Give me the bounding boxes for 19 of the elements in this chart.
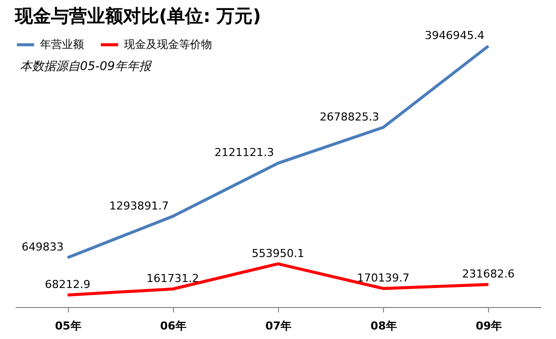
data-label: 649833 [22,240,64,254]
data-label: 2121121.3 [214,146,274,160]
chart-title: 现金与营业额对比(单位: 万元) [14,6,261,27]
data-label: 170139.7 [356,271,410,284]
x-tick-label: 08年 [370,320,397,332]
data-label: 553950.1 [252,246,304,260]
data-label: 68212.9 [44,278,90,291]
x-tick-label: 09年 [476,320,502,332]
x-tick-label: 07年 [265,320,292,332]
annotation: 本数据源自05-09年年报 [20,59,152,73]
x-tick-label: 05年 [54,320,82,332]
data-label: 161731.2 [146,272,200,285]
data-label: 3946945.4 [424,29,484,42]
legend-label: 年营业额 [40,38,84,51]
legend-label: 现金及现金等价物 [124,38,212,51]
data-label: 2678825.3 [320,110,380,124]
x-tick-label: 06年 [160,320,186,332]
data-label: 1293891.7 [109,199,169,212]
data-label: 231682.6 [462,268,515,281]
